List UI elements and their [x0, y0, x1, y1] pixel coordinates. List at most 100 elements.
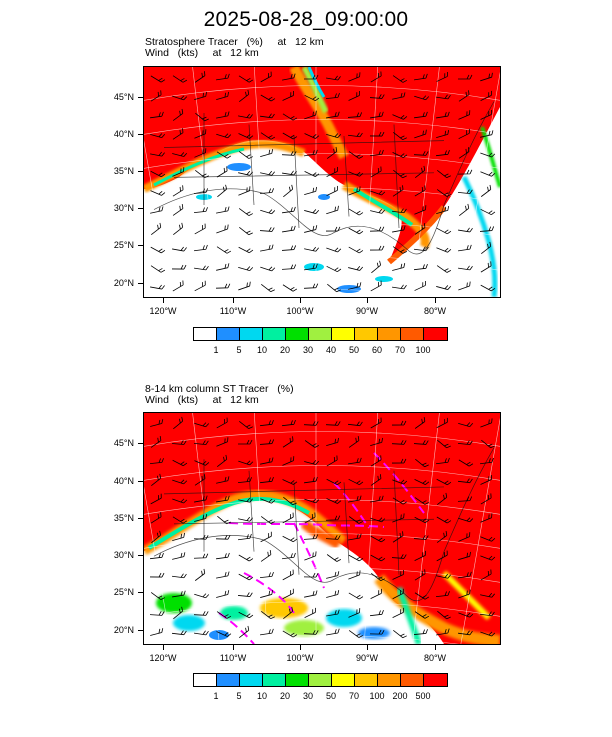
wind-barb [150, 90, 162, 102]
colorbar-swatch [194, 674, 217, 686]
graticule-meridian [363, 413, 379, 644]
wind-barb [303, 534, 319, 540]
wind-barb [326, 498, 342, 504]
wind-barb [282, 512, 294, 524]
colorbar-label: 10 [256, 691, 267, 701]
colorbar-swatch [355, 328, 378, 340]
wind-barb [370, 280, 382, 292]
wind-barb [193, 207, 208, 213]
colorbar-label: 60 [371, 345, 382, 355]
longitude-label: 120°W [149, 306, 177, 316]
graticule-parallel [144, 119, 500, 135]
latitude-label: 20°N [113, 625, 134, 635]
map-panel-stratosphere-tracer[interactable] [143, 66, 501, 298]
wind-barb [193, 535, 209, 540]
wind-barb [195, 112, 209, 122]
wind-barb [172, 152, 188, 157]
wind-barb [172, 552, 186, 560]
wind-barb [282, 479, 298, 485]
wind-barb [150, 419, 164, 427]
colorbar-label: 5 [236, 345, 242, 355]
wind-barb [392, 246, 408, 254]
wind-barb [194, 495, 208, 503]
wind-barb [391, 554, 407, 559]
wind-barb [304, 512, 316, 524]
wind-barb [414, 73, 428, 81]
wind-barb [260, 266, 276, 272]
wind-barb [194, 265, 209, 271]
wind-barb [392, 152, 408, 158]
wind-barb [216, 552, 230, 560]
wind-barb [237, 592, 253, 597]
boundary-line [153, 447, 495, 601]
wind-barb [238, 151, 253, 159]
wind-barb [480, 418, 493, 428]
wind-barb [325, 421, 341, 426]
wind-barb [216, 111, 230, 119]
wind-barb [172, 516, 188, 524]
wind-barb [238, 611, 254, 619]
wind-barb [437, 610, 451, 620]
axis-tick [233, 298, 234, 303]
wind-barb [414, 111, 428, 119]
wind-barb [304, 171, 320, 177]
wind-barb [150, 190, 166, 196]
wind-barb [348, 208, 364, 216]
longitude-label: 100°W [286, 306, 314, 316]
wind-barb [216, 590, 230, 598]
wind-barb [173, 222, 184, 236]
wind-barb [260, 457, 274, 465]
wind-barb [216, 91, 229, 101]
wind-barb [457, 74, 473, 80]
wind-barb [281, 151, 297, 156]
wind-barb [414, 95, 430, 101]
latitude-label: 35°N [113, 166, 134, 176]
latitude-label: 30°N [113, 203, 134, 213]
wind-barb [413, 246, 429, 252]
wind-barb [392, 531, 404, 543]
graticule-meridian [192, 413, 220, 644]
wind-barb [150, 206, 164, 214]
wind-barb [414, 550, 426, 562]
wind-barb [193, 611, 209, 616]
latitude-label: 25°N [113, 240, 134, 250]
wind-barb [326, 609, 340, 617]
wind-barb [348, 516, 364, 524]
wind-barb [194, 422, 210, 428]
wind-barb [326, 111, 340, 119]
graticule-parallel [144, 499, 500, 515]
wind-barb [347, 112, 363, 118]
wind-barb [194, 630, 209, 636]
wind-barb [414, 497, 430, 505]
wind-barb [216, 476, 230, 484]
map-panel-column-st-tracer[interactable] [143, 412, 501, 645]
wind-barb [436, 550, 448, 562]
wind-barb [282, 90, 294, 101]
wind-barb [281, 552, 296, 560]
wind-barb [260, 148, 274, 157]
wind-barb [172, 280, 184, 292]
wind-barb [435, 149, 450, 157]
colorbar-label: 1 [213, 691, 219, 701]
wind-barb [150, 170, 166, 178]
wind-barb [326, 75, 341, 81]
wind-barb [193, 244, 208, 252]
wind-barb [436, 227, 452, 235]
axis-tick [435, 298, 436, 303]
wind-barb [436, 111, 450, 119]
wind-barb [414, 569, 426, 581]
wind-barb [216, 611, 232, 619]
wind-barb [304, 110, 317, 120]
wind-barb [304, 149, 318, 157]
wind-barb [414, 165, 426, 178]
axis-tick [367, 298, 368, 303]
latitude-label: 45°N [113, 92, 134, 102]
wind-barb [281, 245, 297, 251]
wind-barb [217, 454, 228, 467]
wind-barb [172, 185, 184, 197]
colorbar-swatch [355, 674, 378, 686]
wind-barb [282, 132, 298, 140]
wind-barb [457, 478, 473, 484]
boundary-line [203, 459, 400, 575]
wind-barb [150, 436, 162, 448]
